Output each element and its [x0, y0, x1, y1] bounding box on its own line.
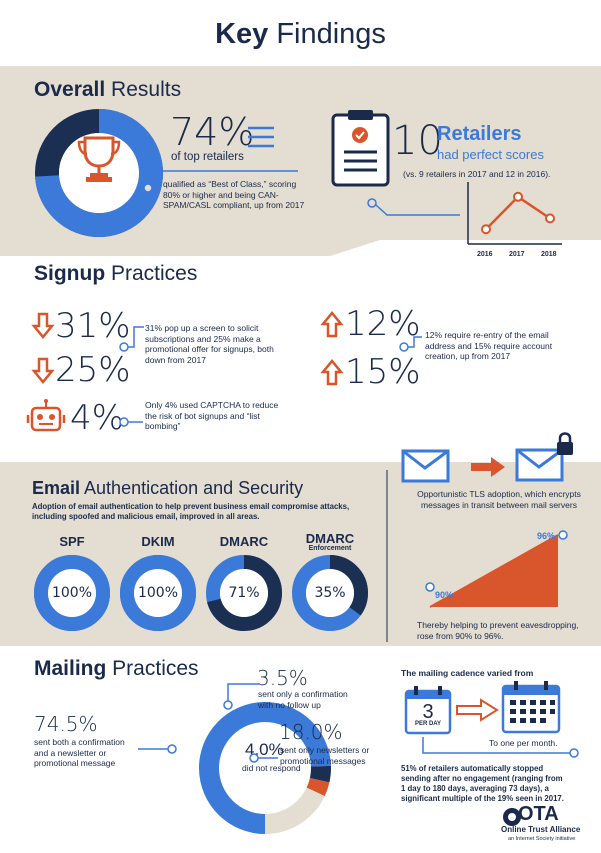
auth-label-1: DKIM	[141, 534, 175, 549]
ota-logo-sub: an Internet Society initiative	[508, 836, 576, 842]
tls-foot: Thereby helping to prevent eavesdropping…	[417, 620, 579, 641]
overall-pct-label: of top retailers	[171, 151, 244, 163]
retailers-connector	[367, 198, 460, 216]
calendar-label: PER DAY	[414, 721, 442, 727]
retailers-sub: had perfect scores	[437, 147, 544, 162]
auth-donut-3	[292, 555, 368, 631]
signup-left-connector	[119, 326, 144, 352]
calendar-day-icon	[404, 686, 452, 735]
auth-label-3: DMARC	[305, 531, 355, 546]
mailing-40-desc: did not respond	[242, 763, 301, 773]
auth-intro: Adoption of email authentication to help…	[32, 502, 350, 521]
down-arrow-icon-31	[31, 312, 55, 339]
calendar-to-label: To one per month.	[489, 738, 558, 748]
up-arrow-icon-12	[320, 311, 344, 338]
auth-label-2: DMARC	[219, 534, 269, 549]
retailers-desc: (vs. 9 retailers in 2017 and 12 in 2016)…	[403, 169, 551, 179]
clipboard-icon	[331, 110, 390, 187]
calendar-month-icon	[501, 681, 561, 734]
tls-chart	[425, 530, 568, 608]
auth-donut-fill-3	[292, 555, 368, 631]
retailers-number: 10	[392, 118, 443, 164]
ota-logo-name: Online Trust Alliance	[501, 825, 581, 834]
trophy-icon	[77, 136, 121, 182]
robot-icon	[26, 399, 66, 432]
tls-desc: Opportunistic TLS adoption, which encryp…	[417, 489, 581, 510]
auth-donut-fill-0	[34, 555, 110, 631]
retailers-line-chart	[467, 182, 562, 245]
auth-heading: Email Authentication and Security	[32, 478, 304, 498]
calendar-number: 3	[422, 701, 434, 723]
auth-value-3: 35%	[314, 585, 346, 601]
signup-heading: Signup Practices	[34, 262, 198, 285]
cadence-connector	[422, 737, 579, 758]
down-arrow-icon-25	[31, 357, 55, 384]
auth-sublabel-3: Enforcement	[308, 545, 352, 552]
up-arrow-icon-15	[320, 359, 344, 386]
signup-captcha-desc: Only 4% used CAPTCHA to reduce the risk …	[145, 400, 279, 431]
signup-reentry-desc: 12% require re-entry of the email addres…	[425, 330, 553, 361]
auth-label-0: SPF	[59, 534, 85, 549]
overall-pct-desc: qualified as “Best of Class,” scoring 80…	[163, 179, 305, 210]
list-lines-icon	[248, 126, 274, 148]
reentry-connector	[399, 336, 422, 352]
signup-12-value: 12%	[345, 304, 421, 344]
mailing-heading: Mailing Practices	[34, 657, 199, 680]
signup-31-value: 31%	[55, 306, 131, 346]
chart-tick-2017: 2017	[509, 251, 525, 258]
signup-popup-desc: 31% pop up a screen to solicit subscript…	[145, 323, 274, 365]
ota-logo-icon	[503, 808, 521, 826]
auth-donut-1	[120, 555, 196, 631]
retailers-label: Retailers	[437, 123, 522, 145]
mailing-35-value: 3.5%	[257, 666, 308, 690]
auth-value-2: 71%	[228, 585, 260, 601]
auth-value-1: 100%	[137, 585, 179, 601]
ota-logo-text: OTA	[518, 803, 559, 825]
envelope-lock-icon	[515, 432, 573, 482]
chart-point-2016	[481, 224, 491, 235]
auth-donut-0	[34, 555, 110, 631]
captcha-connector	[119, 417, 143, 427]
overall-pct-value: 74%	[170, 110, 255, 154]
mailing-35-connector	[223, 683, 260, 710]
cadence-title: The mailing cadence varied from	[401, 668, 534, 678]
mailing-180-connector	[249, 753, 278, 763]
signup-4-value: 4%	[70, 398, 124, 438]
auth-value-0: 100%	[51, 585, 93, 601]
signup-25-value: 25%	[55, 350, 131, 390]
auth-donut-2	[206, 555, 282, 631]
cadence-foot: 51% of retailers automatically stopped s…	[401, 764, 564, 803]
mailing-745-desc: sent both a confirmation and a newslette…	[34, 737, 125, 768]
tls-point-96	[558, 530, 568, 540]
chart-tick-2018: 2018	[541, 251, 557, 258]
overall-connector	[143, 170, 298, 193]
tls-line	[429, 534, 559, 608]
chart-tick-2016: 2016	[477, 251, 493, 258]
auth-donut-fill-1	[120, 555, 196, 631]
overall-heading: Overall Results	[34, 78, 182, 101]
mailing-180-desc: sent only newsletters or promotional mes…	[280, 745, 370, 766]
arrow-right-icon-cadence	[456, 698, 499, 722]
tls-to-label: 96%	[537, 531, 556, 541]
auth-donut-fill-2	[206, 555, 282, 631]
chart-point-2018	[545, 213, 555, 224]
arrow-right-icon	[471, 457, 505, 477]
page-title: Key Findings	[215, 18, 386, 50]
mailing-donut	[199, 702, 331, 834]
signup-15-value: 15%	[345, 352, 421, 392]
mailing-745-value: 74.5%	[34, 712, 98, 736]
tls-point-90	[425, 582, 435, 592]
mailing-745-connector	[138, 744, 177, 754]
mailing-180-value: 18.0%	[279, 720, 343, 744]
tls-from-label: 90%	[435, 590, 454, 600]
envelope-icon-left	[401, 449, 450, 483]
chart-point-2017	[513, 191, 523, 202]
mailing-35-desc: sent only a confirmation with no follow …	[258, 689, 348, 710]
